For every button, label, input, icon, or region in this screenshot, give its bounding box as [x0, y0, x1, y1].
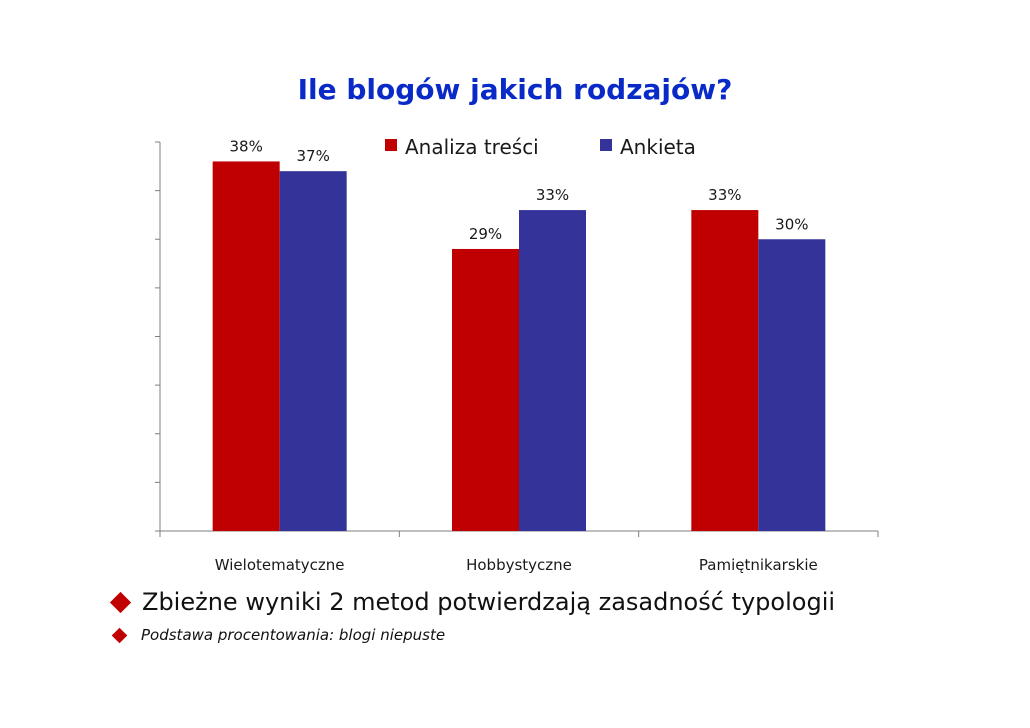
data-label: 37%: [296, 147, 329, 165]
x-tick-label: Pamiętnikarskie: [699, 556, 818, 574]
legend-swatch-1: [385, 139, 397, 151]
data-label: 33%: [708, 186, 741, 204]
x-tick-label: Wielotematyczne: [215, 556, 345, 574]
bar-chart: 38% 37% Wielotematyczne 29% 33% Hobbystyczne 3…: [155, 135, 879, 574]
data-label: 29%: [469, 225, 502, 243]
data-label: 38%: [229, 137, 262, 155]
legend-swatch-2: [600, 139, 612, 151]
bullet-text-2: Podstawa procentowania: blogi niepuste: [141, 626, 446, 644]
bullet-point-2: Podstawa procentowania: blogi niepuste: [110, 623, 445, 647]
bar-analiza-tresci-3: [691, 210, 759, 531]
bar-ankieta-2: [519, 210, 586, 531]
diamond-bullet-icon: [111, 627, 128, 643]
diamond-bullet-icon: [109, 591, 132, 613]
bullet-text-1: Zbieżne wyniki 2 metod potwierdzają zasa…: [142, 588, 836, 616]
bar-analiza-tresci-2: [452, 248, 519, 531]
x-tick-label: Hobbystyczne: [466, 556, 572, 574]
legend-label-1: Analiza treści: [405, 135, 539, 159]
bar-ankieta-1: [279, 171, 347, 532]
bullet-point-1: Zbieżne wyniki 2 metod potwierdzają zasa…: [109, 585, 836, 619]
legend-label-2: Ankieta: [620, 135, 696, 159]
bar-ankieta-3: [758, 239, 826, 531]
data-label: 30%: [775, 215, 808, 233]
bar-analiza-tresci-1: [212, 161, 280, 531]
slide-title: Ile blogów jakich rodzajów?: [297, 73, 733, 106]
data-label: 33%: [536, 186, 569, 204]
